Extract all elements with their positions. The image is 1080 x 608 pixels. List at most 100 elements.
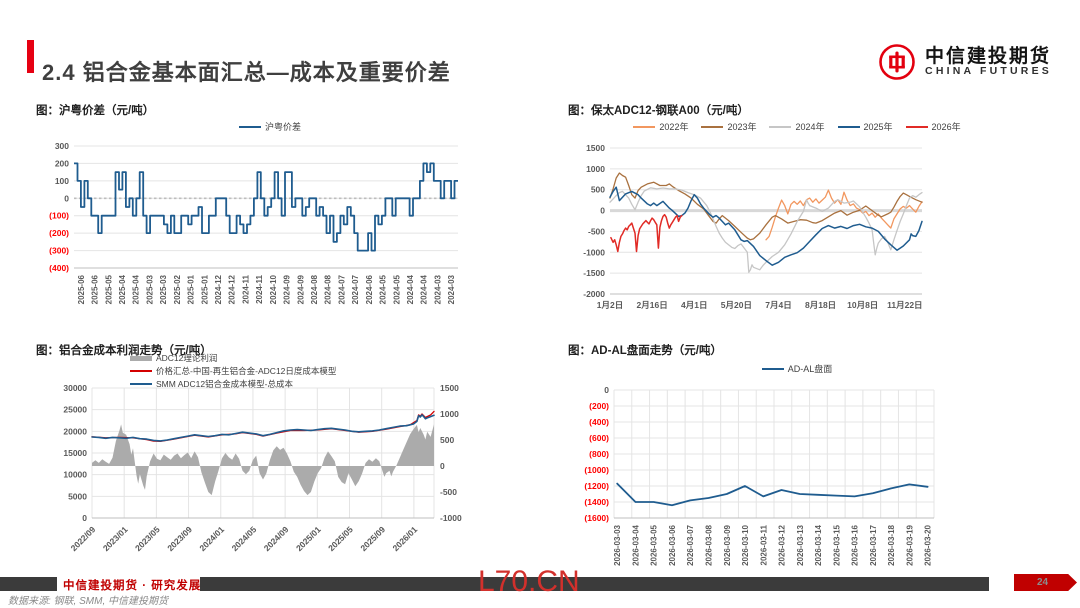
x-tick-label: 2026-03-03 — [613, 524, 622, 565]
series-line — [609, 187, 923, 273]
legend-label: AD-AL盘面 — [787, 364, 833, 374]
x-tick-label: 2026-03-17 — [869, 524, 878, 565]
series-line — [609, 172, 923, 241]
x-tick-label: 11月22日 — [887, 300, 922, 310]
y-tick-label: 500 — [591, 185, 605, 195]
chart-legend: 沪粤价差 — [30, 120, 510, 133]
y-tick-label: 200 — [55, 158, 69, 168]
legend-item: AD-AL盘面 — [761, 362, 833, 375]
chart-title: 图：沪粤价差（元/吨） — [36, 104, 155, 117]
footer-bar-left — [0, 577, 57, 591]
y-tick-label: (1400) — [584, 497, 609, 507]
x-tick-label: 2023/05 — [133, 524, 162, 553]
y-tick-label: 0 — [82, 513, 87, 523]
x-tick-label: 2024-07 — [337, 274, 346, 304]
legend-item: 2023年 — [701, 120, 756, 133]
y-tick-label: -2000 — [583, 289, 605, 299]
legend-label: 2022年 — [659, 122, 689, 132]
x-tick-label: 2026-03-14 — [814, 524, 823, 565]
x-tick-label: 2026-03-07 — [686, 524, 695, 565]
x-tick-label: 2026-03-06 — [668, 524, 677, 565]
x-tick-label: 2025-03 — [159, 274, 168, 304]
y-tick-label-right: -1000 — [440, 513, 462, 523]
y-tick-label: (600) — [589, 433, 609, 443]
legend-label: 2023年 — [727, 122, 757, 132]
x-tick-label: 2026-03-12 — [778, 524, 787, 565]
y-tick-label: (1200) — [584, 481, 609, 491]
y-tick-label-right: 0 — [440, 461, 445, 471]
chart-title: 图：保太ADC12-钢联A00（元/吨） — [568, 104, 749, 117]
x-tick-label: 2025-06 — [91, 274, 100, 304]
y-tick-label: 0 — [600, 206, 605, 216]
y-tick-label: 1500 — [586, 143, 605, 153]
series-line — [610, 213, 683, 253]
legend-swatch-line-icon — [130, 383, 152, 385]
legend-label: 价格汇总-中国-再生铝合金-ADC12日度成本模型 — [156, 366, 337, 376]
x-tick-label: 2025-03 — [145, 274, 154, 304]
x-tick-label: 2024-07 — [351, 274, 360, 304]
legend-swatch-line-icon — [130, 370, 152, 372]
y-tick-label: (800) — [589, 449, 609, 459]
x-tick-label: 8月18日 — [805, 300, 836, 310]
legend-item: 2026年 — [905, 120, 961, 133]
data-source-note: 数据来源: 钢联, SMM, 中信建投期货 — [8, 596, 168, 607]
y-tick-label-right: 1500 — [440, 383, 459, 393]
x-tick-label: 2025-01 — [200, 274, 209, 304]
page-number-badge: 24 — [1014, 574, 1077, 591]
y-tick-label: -500 — [588, 226, 605, 236]
x-tick-label: 2024-08 — [310, 274, 319, 304]
legend-swatch-line-icon — [761, 367, 784, 370]
x-tick-label: 2月16日 — [637, 300, 668, 310]
y-tick-label: (1000) — [584, 465, 609, 475]
legend-label: 2024年 — [795, 122, 825, 132]
chart-panel-adc12-a00-spread: 图：保太ADC12-钢联A00（元/吨） 2022年 2023年 2024年 2025… — [562, 90, 1032, 328]
footer-department: 中信建投期货 · 研究发展部 — [63, 580, 214, 592]
y-tick-label: (200) — [49, 228, 69, 238]
x-tick-label: 2024/01 — [197, 524, 226, 553]
legend-swatch-line-icon — [633, 125, 656, 128]
x-tick-label: 2024-06 — [365, 274, 374, 304]
x-tick-label: 2023/09 — [165, 524, 194, 553]
chart-legend: 2022年 2023年 2024年 2025年 2026年 — [562, 120, 1032, 133]
x-tick-label: 2026-03-09 — [723, 524, 732, 565]
watermark: L70.CN — [478, 565, 580, 598]
x-tick-label: 2026-03-18 — [887, 524, 896, 565]
x-tick-label: 5月20日 — [721, 300, 752, 310]
legend-swatch-line-icon — [905, 125, 928, 128]
chart-panel-cost-profit: 图：铝合金成本利润走势（元/吨） ADC12理论利润价格汇总-中国-再生铝合金-… — [30, 330, 510, 576]
legend-swatch-bar-icon — [130, 355, 152, 361]
legend-item: 2025年 — [837, 120, 893, 133]
legend-label: ADC12理论利润 — [156, 353, 218, 363]
x-tick-label: 2026/01 — [390, 524, 419, 553]
x-tick-label: 2024-05 — [392, 274, 401, 304]
x-tick-label: 2024-09 — [296, 274, 305, 304]
x-tick-label: 2026-03-05 — [650, 524, 659, 565]
x-tick-label: 7月4日 — [765, 300, 791, 310]
x-tick-label: 2024-10 — [269, 274, 278, 304]
x-tick-label: 2024-11 — [255, 274, 264, 303]
y-tick-label: 15000 — [63, 448, 87, 458]
y-tick-label: 20000 — [63, 426, 87, 436]
x-tick-label: 2025-06 — [77, 274, 86, 304]
y-tick-label: 10000 — [63, 470, 87, 480]
legend-item: SMM ADC12铝合金成本模型-总成本 — [130, 378, 336, 390]
title-accent-bar — [27, 40, 34, 73]
x-tick-label: 2024/09 — [262, 524, 291, 553]
page-title: 2.4 铝合金基本面汇总—成本及重要价差 — [42, 59, 451, 85]
x-tick-label: 2026-03-04 — [631, 524, 640, 565]
x-tick-label: 2024-05 — [379, 274, 388, 304]
x-tick-label: 2025-02 — [173, 274, 182, 304]
y-tick-label: (300) — [49, 246, 69, 256]
legend-item: 沪粤价差 — [238, 120, 301, 133]
series-line — [91, 414, 435, 442]
chart-legend: ADC12理论利润价格汇总-中国-再生铝合金-ADC12日度成本模型 SMM AD… — [130, 352, 336, 390]
x-tick-label: 2024-12 — [214, 274, 223, 304]
series-line — [765, 189, 923, 241]
x-tick-label: 1月2日 — [597, 300, 623, 310]
chart-title: 图：AD-AL盘面走势（元/吨） — [568, 344, 722, 357]
x-tick-label: 2026-03-16 — [851, 524, 860, 565]
logo-name-cn: 中信建投期货 — [925, 45, 1052, 67]
chart-title: 图：铝合金成本利润走势（元/吨） — [36, 344, 212, 357]
logo-name-en: CHINA FUTURES — [925, 65, 1052, 78]
x-tick-label: 2024-09 — [283, 274, 292, 304]
